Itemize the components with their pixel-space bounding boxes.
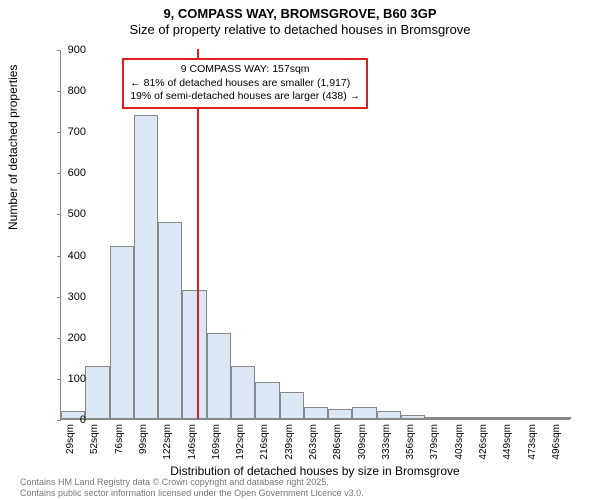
y-tick-label: 600 — [68, 167, 86, 179]
histogram-bar — [207, 333, 231, 419]
y-tick-label: 400 — [68, 250, 86, 262]
histogram-bar — [280, 392, 304, 419]
histogram-bar — [547, 417, 571, 419]
x-tick-label: 146sqm — [187, 424, 198, 460]
y-tick-label: 200 — [68, 332, 86, 344]
plot-area: 29sqm52sqm76sqm99sqm122sqm146sqm169sqm19… — [60, 50, 570, 420]
y-tick-label: 700 — [68, 126, 86, 138]
x-tick-label: 99sqm — [138, 424, 149, 454]
x-tick-label: 29sqm — [65, 424, 76, 454]
x-tick-label: 122sqm — [162, 424, 173, 460]
histogram-bar — [450, 417, 474, 419]
histogram-bar — [182, 290, 206, 420]
attribution-footer: Contains HM Land Registry data © Crown c… — [20, 477, 364, 498]
annotation-box: 9 COMPASS WAY: 157sqm← 81% of detached h… — [122, 58, 368, 109]
x-tick-label: 379sqm — [429, 424, 440, 460]
x-tick-label: 403sqm — [454, 424, 465, 460]
histogram-bar — [304, 407, 328, 419]
y-tick-label: 100 — [68, 373, 86, 385]
histogram-bar — [328, 409, 352, 419]
x-axis-label: Distribution of detached houses by size … — [60, 464, 570, 478]
x-tick-label: 333sqm — [381, 424, 392, 460]
histogram-bar — [377, 411, 401, 419]
x-tick-label: 426sqm — [478, 424, 489, 460]
histogram-bar — [158, 222, 182, 419]
y-tick-label: 900 — [68, 44, 86, 56]
x-tick-label: 263sqm — [308, 424, 319, 460]
x-tick-label: 473sqm — [527, 424, 538, 460]
histogram-bar — [474, 417, 498, 419]
y-axis-label: Number of detached properties — [6, 65, 20, 230]
chart-title: 9, COMPASS WAY, BROMSGROVE, B60 3GP — [0, 0, 600, 21]
histogram-bar — [231, 366, 255, 419]
annotation-title: 9 COMPASS WAY: 157sqm — [130, 63, 360, 77]
annotation-smaller: ← 81% of detached houses are smaller (1,… — [130, 77, 360, 91]
histogram-bar — [85, 366, 109, 419]
histogram-bar — [352, 407, 376, 419]
footer-line-1: Contains HM Land Registry data © Crown c… — [20, 477, 364, 487]
histogram-bar — [401, 415, 425, 419]
histogram-bar — [134, 115, 158, 419]
histogram-bar — [110, 246, 134, 419]
x-tick-label: 449sqm — [502, 424, 513, 460]
x-tick-label: 192sqm — [235, 424, 246, 460]
histogram-bar — [498, 417, 522, 419]
x-tick-label: 356sqm — [405, 424, 416, 460]
x-tick-label: 309sqm — [357, 424, 368, 460]
histogram-bar — [425, 417, 449, 419]
x-tick-label: 216sqm — [259, 424, 270, 460]
histogram-bar — [522, 417, 546, 419]
x-tick-label: 239sqm — [284, 424, 295, 460]
x-tick-label: 496sqm — [551, 424, 562, 460]
chart-container: 9, COMPASS WAY, BROMSGROVE, B60 3GP Size… — [0, 0, 600, 500]
y-tick-label: 500 — [68, 208, 86, 220]
y-tick-label: 0 — [80, 414, 86, 426]
chart-subtitle: Size of property relative to detached ho… — [0, 21, 600, 37]
x-tick-label: 286sqm — [332, 424, 343, 460]
x-tick-label: 169sqm — [211, 424, 222, 460]
annotation-larger: 19% of semi-detached houses are larger (… — [130, 90, 360, 104]
y-tick-label: 800 — [68, 85, 86, 97]
x-tick-label: 52sqm — [89, 424, 100, 454]
histogram-bar — [255, 382, 279, 419]
footer-line-2: Contains public sector information licen… — [20, 488, 364, 498]
y-tick-label: 300 — [68, 291, 86, 303]
x-tick-label: 76sqm — [114, 424, 125, 454]
